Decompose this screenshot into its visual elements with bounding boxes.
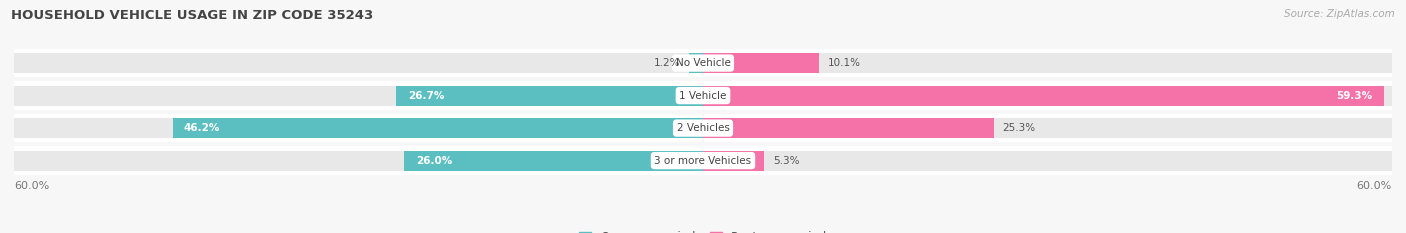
- Legend: Owner-occupied, Renter-occupied: Owner-occupied, Renter-occupied: [574, 226, 832, 233]
- Bar: [173, 118, 703, 138]
- Bar: [703, 86, 1384, 106]
- Bar: [14, 82, 1392, 110]
- Bar: [14, 147, 1392, 175]
- Text: 59.3%: 59.3%: [1336, 91, 1372, 101]
- Text: 60.0%: 60.0%: [14, 181, 49, 191]
- Bar: [14, 151, 703, 171]
- Bar: [14, 86, 703, 106]
- Bar: [703, 151, 1392, 171]
- Bar: [703, 151, 763, 171]
- Bar: [14, 114, 1392, 142]
- Bar: [703, 86, 1392, 106]
- Text: 5.3%: 5.3%: [773, 156, 800, 166]
- Text: 10.1%: 10.1%: [828, 58, 860, 68]
- Bar: [14, 118, 703, 138]
- Bar: [14, 49, 1392, 77]
- Text: No Vehicle: No Vehicle: [675, 58, 731, 68]
- Text: 26.0%: 26.0%: [416, 156, 453, 166]
- Text: Source: ZipAtlas.com: Source: ZipAtlas.com: [1284, 9, 1395, 19]
- Bar: [703, 53, 818, 73]
- Bar: [703, 118, 1392, 138]
- Bar: [396, 86, 703, 106]
- Text: 2 Vehicles: 2 Vehicles: [676, 123, 730, 133]
- Text: 60.0%: 60.0%: [1357, 181, 1392, 191]
- Text: 25.3%: 25.3%: [1002, 123, 1036, 133]
- Text: 1 Vehicle: 1 Vehicle: [679, 91, 727, 101]
- Bar: [14, 53, 703, 73]
- Text: 1.2%: 1.2%: [654, 58, 681, 68]
- Bar: [703, 118, 994, 138]
- Text: 3 or more Vehicles: 3 or more Vehicles: [654, 156, 752, 166]
- Text: 26.7%: 26.7%: [408, 91, 444, 101]
- Bar: [405, 151, 703, 171]
- Text: HOUSEHOLD VEHICLE USAGE IN ZIP CODE 35243: HOUSEHOLD VEHICLE USAGE IN ZIP CODE 3524…: [11, 9, 374, 22]
- Bar: [703, 53, 1392, 73]
- Bar: [689, 53, 703, 73]
- Text: 46.2%: 46.2%: [184, 123, 221, 133]
